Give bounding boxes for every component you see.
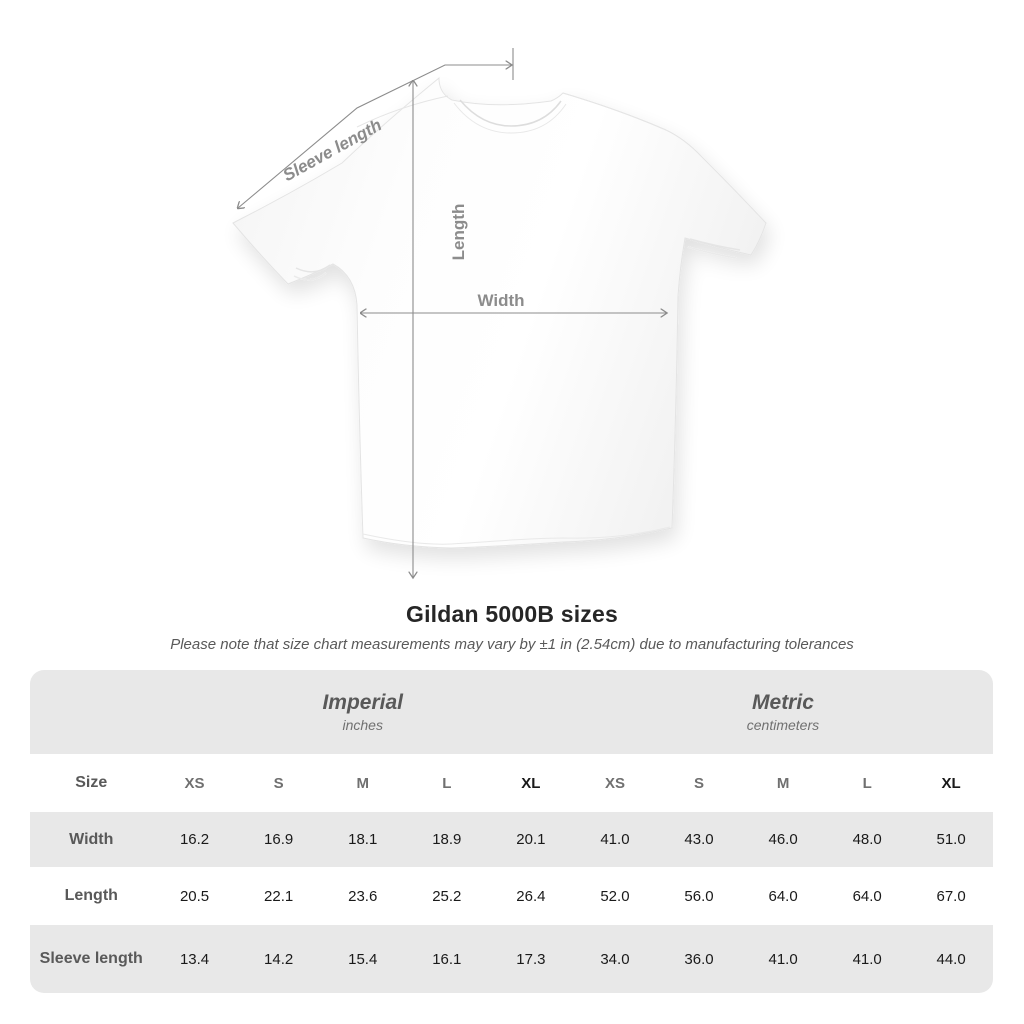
svg-text:Length: Length	[449, 204, 468, 261]
svg-text:Sleeve length: Sleeve length	[280, 115, 385, 185]
svg-text:Width: Width	[477, 291, 524, 310]
